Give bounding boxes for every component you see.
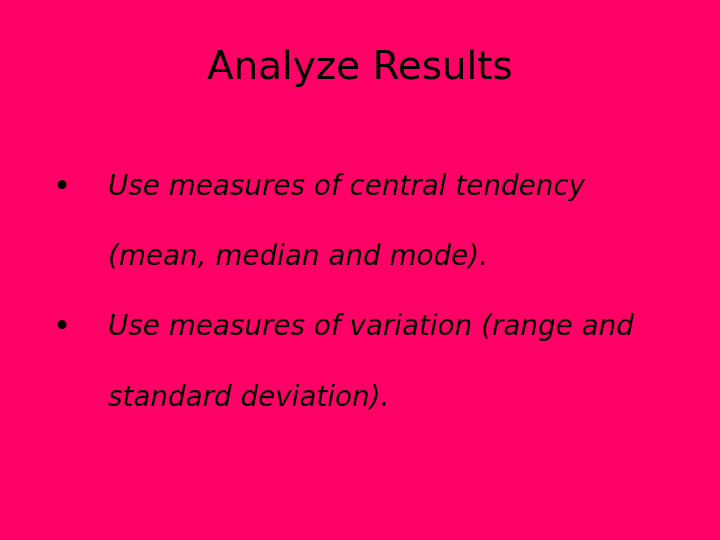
Text: Use measures of central tendency: Use measures of central tendency — [108, 173, 585, 201]
Text: standard deviation).: standard deviation). — [108, 383, 390, 411]
Text: •: • — [52, 313, 71, 342]
Text: Use measures of variation (range and: Use measures of variation (range and — [108, 313, 634, 341]
Text: (mean, median and mode).: (mean, median and mode). — [108, 243, 488, 271]
Text: •: • — [52, 173, 71, 202]
Text: Analyze Results: Analyze Results — [207, 49, 513, 86]
